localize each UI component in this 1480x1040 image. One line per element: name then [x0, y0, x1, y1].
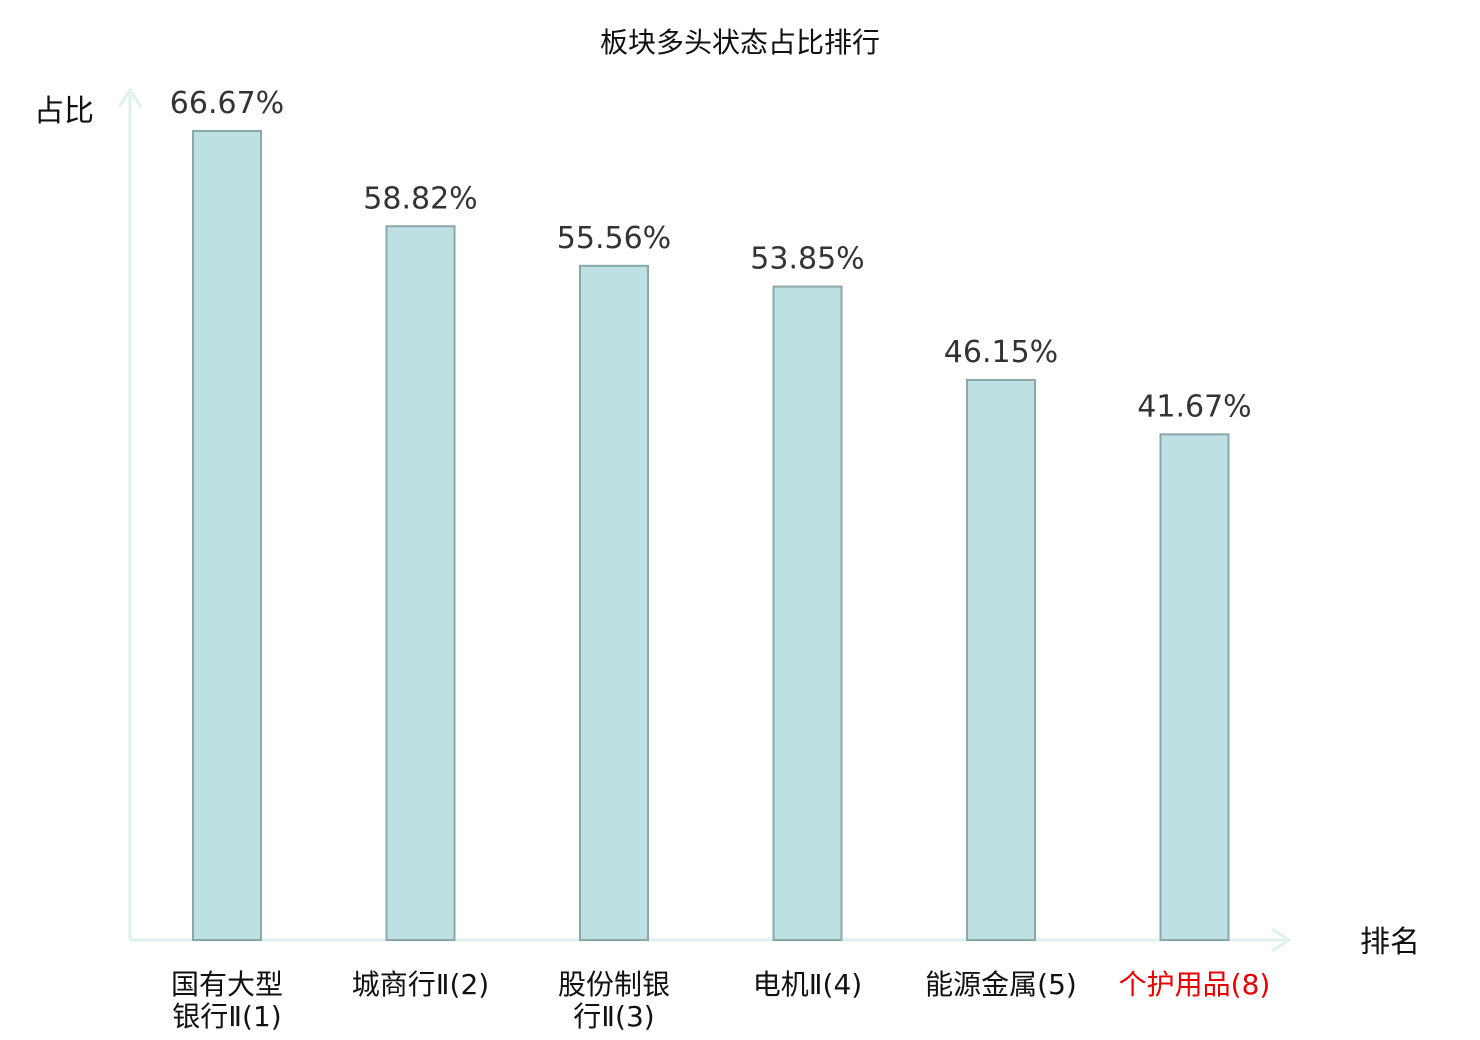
value-label-3: 55.56% — [557, 221, 671, 256]
bar-4 — [772, 285, 843, 941]
y-axis-label: 占比 — [34, 94, 94, 129]
category-label-3-line-1: 股份制银 — [558, 968, 670, 1001]
x-axis-label: 排名 — [1360, 925, 1420, 960]
chart-title: 板块多头状态占比排行 — [600, 26, 880, 59]
category-label-4-line-1: 电机Ⅱ(4) — [753, 968, 862, 1001]
value-label-5: 46.15% — [944, 335, 1058, 370]
bar-1 — [192, 130, 262, 941]
bar-6 — [1159, 433, 1230, 941]
value-label-group: 66.67% 58.82% 55.56% 53.85% 46.15% 41.67% — [170, 86, 1252, 424]
bar-5 — [966, 378, 1036, 941]
value-label-2: 58.82% — [363, 181, 477, 216]
value-label-1: 66.67% — [170, 86, 284, 121]
value-label-6: 41.67% — [1137, 389, 1251, 424]
y-axis-arrow-icon — [117, 87, 143, 108]
category-label-1-line-1: 国有大型 — [171, 968, 283, 1001]
x-axis-arrow-icon — [1271, 927, 1292, 953]
category-label-3-line-2: 行Ⅱ(3) — [573, 1000, 654, 1033]
value-label-4: 53.85% — [750, 242, 864, 277]
category-label-2-line-1: 城商行Ⅱ(2) — [352, 968, 489, 1001]
category-label-5-line-1: 能源金属(5) — [925, 968, 1077, 1001]
bar-3 — [579, 264, 649, 941]
category-label-6-line-1: 个护用品(8) — [1119, 968, 1271, 1001]
bar-group — [192, 130, 1230, 941]
category-label-1-line-2: 银行Ⅱ(1) — [172, 1000, 281, 1033]
bar-2 — [385, 225, 456, 941]
